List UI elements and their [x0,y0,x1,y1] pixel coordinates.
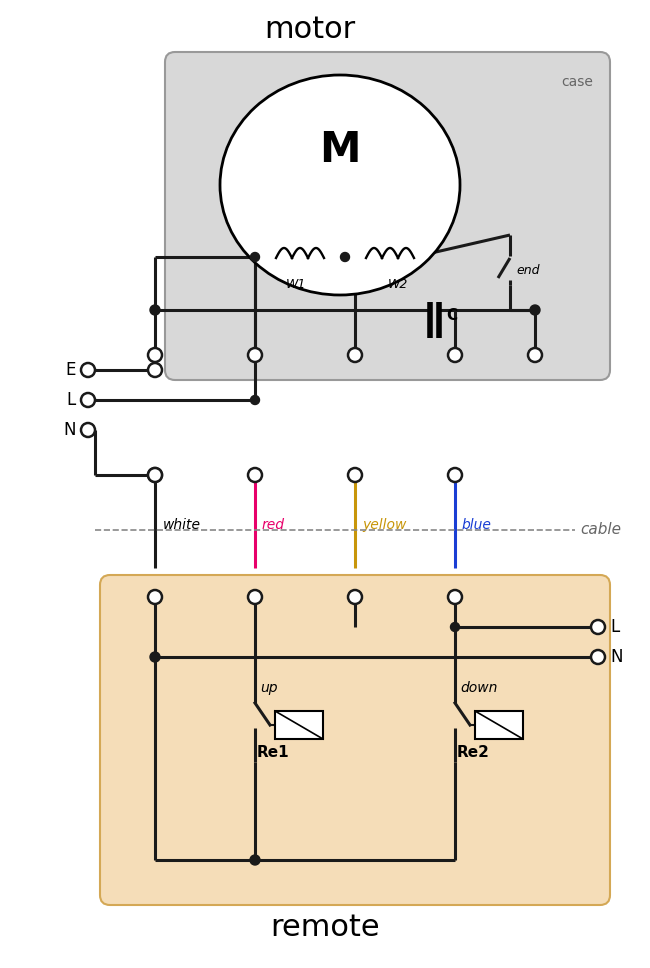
Circle shape [250,253,259,261]
Circle shape [591,650,605,664]
Circle shape [530,305,540,315]
Circle shape [341,253,350,261]
Text: yellow: yellow [362,518,406,532]
Circle shape [591,620,605,634]
Text: E: E [66,361,76,379]
Text: Re2: Re2 [457,745,490,760]
Text: M: M [319,129,361,171]
Circle shape [150,652,160,662]
FancyBboxPatch shape [275,711,323,739]
Circle shape [348,590,362,604]
Circle shape [448,348,462,362]
Circle shape [528,348,542,362]
Circle shape [448,590,462,604]
Circle shape [248,468,262,482]
Circle shape [148,363,162,377]
Circle shape [348,468,362,482]
Text: motor: motor [265,15,356,45]
Text: L: L [610,618,619,636]
Circle shape [148,468,162,482]
Text: up: up [260,681,278,695]
Text: L: L [67,391,76,409]
Circle shape [148,348,162,362]
Circle shape [450,622,460,631]
Text: down: down [460,681,497,695]
Text: red: red [262,518,285,532]
Text: W2: W2 [388,278,408,291]
Text: W1: W1 [286,278,306,291]
Text: end: end [516,263,540,277]
FancyBboxPatch shape [475,711,523,739]
FancyBboxPatch shape [100,575,610,905]
Text: Re1: Re1 [257,745,290,760]
Text: N: N [610,648,623,666]
Text: white: white [163,518,201,532]
Circle shape [248,590,262,604]
FancyBboxPatch shape [165,52,610,380]
Circle shape [150,305,160,315]
Circle shape [248,348,262,362]
Text: blue: blue [462,518,492,532]
Circle shape [348,348,362,362]
Text: cable: cable [580,523,621,537]
Circle shape [81,363,95,377]
Circle shape [81,423,95,437]
Ellipse shape [220,75,460,295]
Text: case: case [561,75,593,89]
Text: remote: remote [270,913,380,942]
Text: N: N [64,421,76,439]
Circle shape [250,396,259,405]
Circle shape [148,468,162,482]
Circle shape [148,590,162,604]
Circle shape [250,855,260,865]
Circle shape [448,468,462,482]
Circle shape [81,393,95,407]
Text: C: C [446,309,457,323]
